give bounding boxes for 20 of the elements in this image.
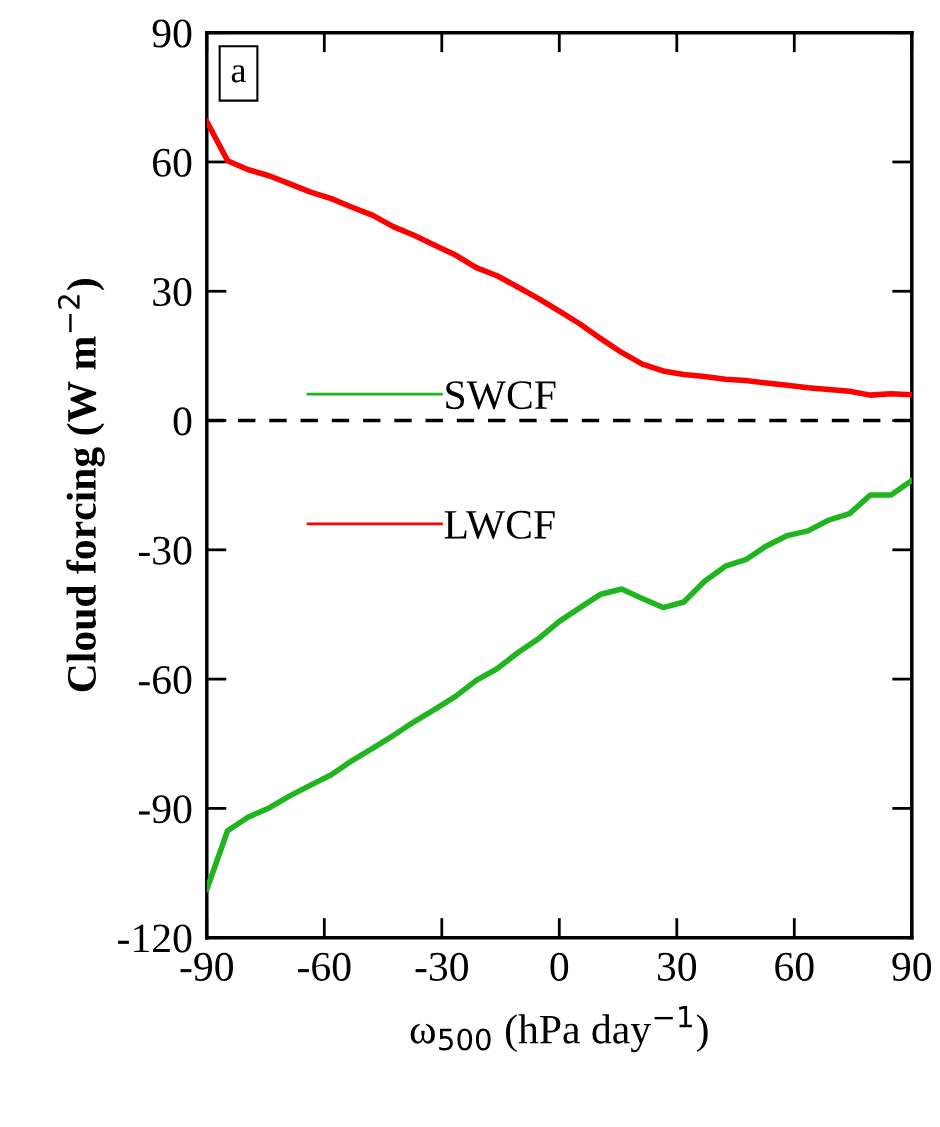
x-tick-label: -30 — [415, 952, 468, 981]
x-tick-label: 0 — [550, 952, 569, 981]
y-tick-label: 0 — [173, 407, 192, 436]
y-tick-label: -30 — [138, 536, 192, 565]
x-tick-label: 90 — [892, 952, 932, 981]
legend-label: SWCF — [446, 381, 556, 410]
y-tick-label: -60 — [138, 665, 192, 694]
y-axis-title: Cloud forcing (W m$^{−2}$) — [57, 279, 105, 692]
annotation: a — [231, 65, 247, 83]
x-tick-label: 60 — [775, 952, 814, 981]
x-axis-title: ω$_{500}$ (hPa day$^{−1}$) — [410, 1006, 708, 1053]
y-tick-label: -90 — [138, 795, 192, 824]
x-tick-label: -90 — [180, 952, 233, 981]
x-tick-label: -60 — [298, 952, 351, 981]
y-tick-label: 90 — [152, 19, 192, 48]
legend-label: LWCF — [444, 510, 555, 540]
y-tick-label: 60 — [153, 148, 192, 177]
y-tick-label: -120 — [118, 924, 192, 953]
y-tick-label: 30 — [153, 278, 192, 307]
x-tick-label: 30 — [657, 952, 697, 981]
